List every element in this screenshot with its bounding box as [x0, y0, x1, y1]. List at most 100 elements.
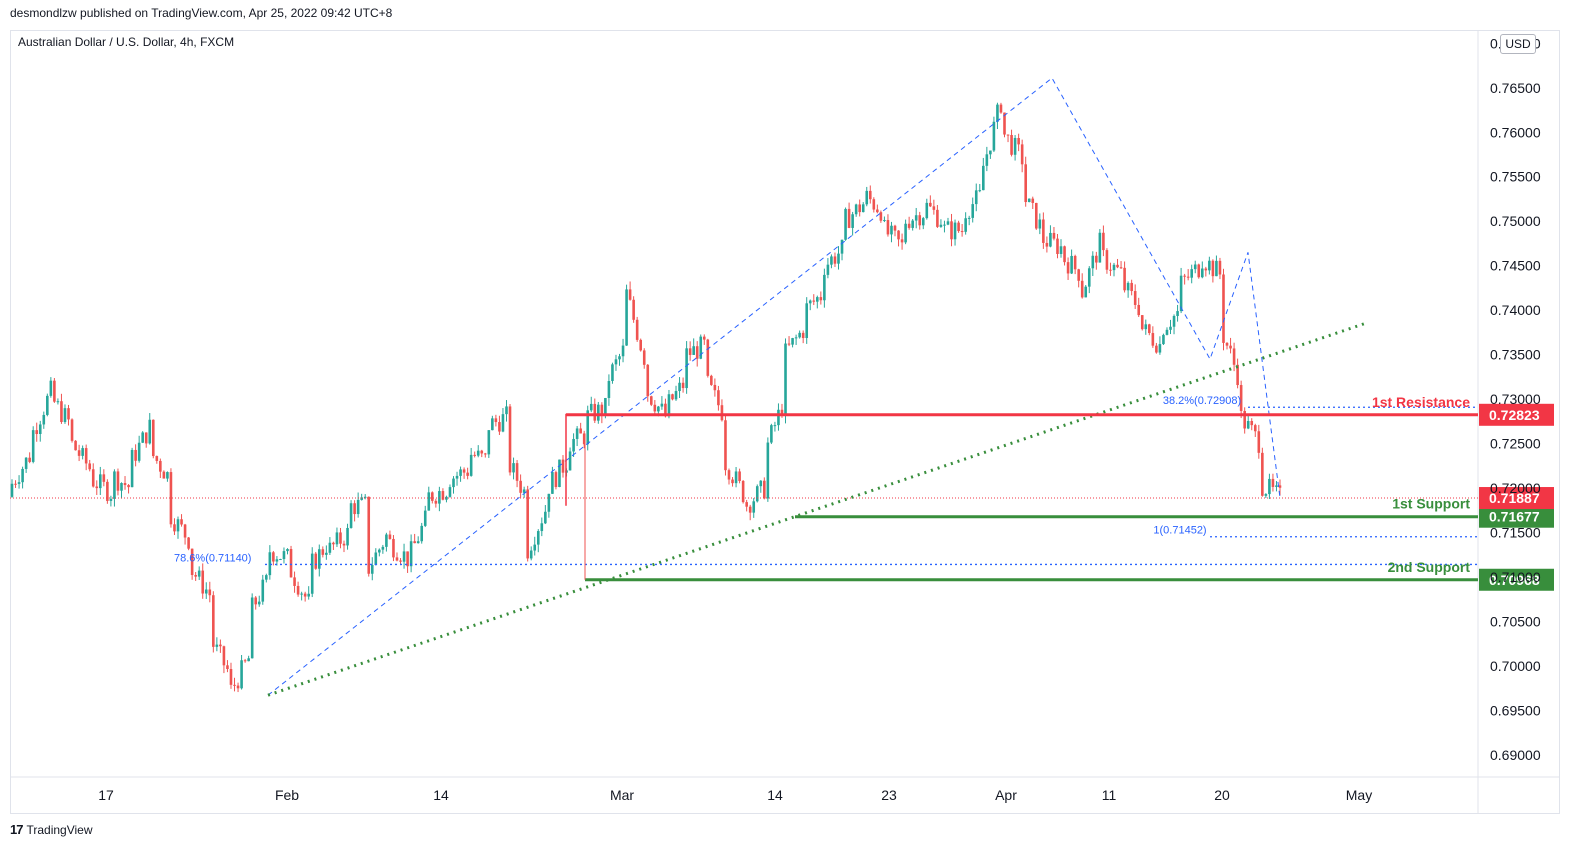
candle-body [53, 380, 56, 402]
candle-body [907, 223, 911, 228]
candle-body [469, 454, 473, 476]
candle-body [589, 403, 593, 411]
candle-body [406, 551, 409, 567]
candle-body [1208, 260, 1211, 271]
candle-body [501, 414, 505, 432]
candle-body [879, 212, 883, 221]
candle-body [438, 491, 441, 504]
candle-body [554, 472, 558, 488]
candle-body [688, 348, 692, 355]
candle-body [533, 544, 537, 551]
candle-body [699, 336, 703, 359]
candle-body [374, 552, 378, 566]
candle-body [978, 190, 982, 192]
candle-body [127, 485, 130, 488]
candle-body [226, 665, 229, 670]
candle-body [1031, 198, 1035, 203]
candle-body [310, 553, 314, 594]
candle-body [794, 337, 798, 339]
candle-body [483, 453, 487, 455]
candle-body [381, 546, 385, 550]
candle-body [173, 524, 176, 532]
candle-body [1133, 291, 1137, 305]
candle-body [826, 264, 830, 275]
candle-body [289, 549, 293, 578]
candle-body [801, 332, 805, 339]
candle-body [791, 338, 794, 345]
candle-body [395, 557, 399, 561]
candle-body [452, 478, 455, 488]
candle-body [1222, 274, 1225, 343]
candle-body [441, 491, 445, 500]
candle-body [950, 221, 953, 240]
candle-body [868, 190, 872, 200]
candle-body [1034, 202, 1038, 229]
candle-body [275, 559, 279, 562]
trendline [267, 322, 1366, 697]
candle-body [67, 408, 70, 420]
candle-body [1172, 315, 1176, 327]
candle-body [773, 425, 777, 427]
candle-body [321, 549, 325, 555]
candle-body [890, 225, 893, 235]
tradingview-brand[interactable]: TradingView [26, 822, 93, 837]
tradingview-logo-icon: 17 [10, 822, 24, 837]
candle-body [1268, 478, 1271, 495]
candle-body [296, 585, 300, 595]
y-tick-label: 0.73500 [1490, 347, 1541, 363]
candle-body [943, 224, 946, 226]
candle-body [363, 496, 367, 498]
candle-body [964, 218, 967, 232]
candle-body [476, 450, 480, 456]
candle-body [508, 406, 512, 473]
candle-body [830, 256, 833, 265]
candle-body [678, 382, 681, 392]
candle-body [1176, 311, 1179, 316]
last-price-tag-bg [1479, 487, 1554, 510]
symbol-label[interactable]: Australian Dollar / U.S. Dollar, 4h, FXC… [18, 35, 235, 49]
candle-body [356, 499, 360, 515]
candle-body [547, 493, 551, 512]
candle-body [14, 483, 17, 485]
y-tick-label: 0.72000 [1490, 480, 1541, 496]
y-tick-label: 0.74500 [1490, 258, 1541, 274]
candle-body [325, 552, 328, 555]
candle-body [953, 222, 957, 240]
candle-body [1126, 282, 1130, 291]
candle-body [63, 408, 67, 423]
candle-body [1275, 485, 1278, 487]
candle-body [1261, 452, 1264, 496]
candle-body [812, 300, 816, 302]
candle-body [1017, 137, 1020, 145]
candle-body [427, 492, 431, 511]
candle-body [120, 483, 123, 491]
candle-body [24, 457, 28, 469]
candle-body [219, 644, 222, 647]
candle-body [243, 660, 247, 662]
candle-body [808, 300, 812, 304]
candle-body [745, 502, 748, 507]
candle-body [989, 150, 992, 155]
candle-body [847, 208, 851, 228]
candle-body [614, 359, 618, 365]
candle-body [1095, 255, 1098, 263]
candle-body [971, 204, 975, 218]
currency-badge[interactable]: USD [1500, 34, 1536, 54]
price-tag-bg [1479, 505, 1554, 528]
support-label: 2nd Support [1388, 559, 1471, 575]
candle-body [1052, 232, 1056, 239]
candle-body [1063, 246, 1066, 263]
candle-body [272, 552, 275, 562]
candle-body [35, 430, 39, 435]
candle-body [353, 503, 356, 515]
candle-body [1013, 137, 1017, 155]
candle-body [215, 644, 219, 647]
candle-body [113, 471, 116, 499]
candle-body [805, 303, 809, 339]
candle-body [183, 524, 187, 538]
candle-body [370, 565, 374, 574]
candle-body [1024, 164, 1027, 203]
y-tick-label: 0.71000 [1490, 569, 1541, 585]
candle-body [1109, 269, 1112, 271]
